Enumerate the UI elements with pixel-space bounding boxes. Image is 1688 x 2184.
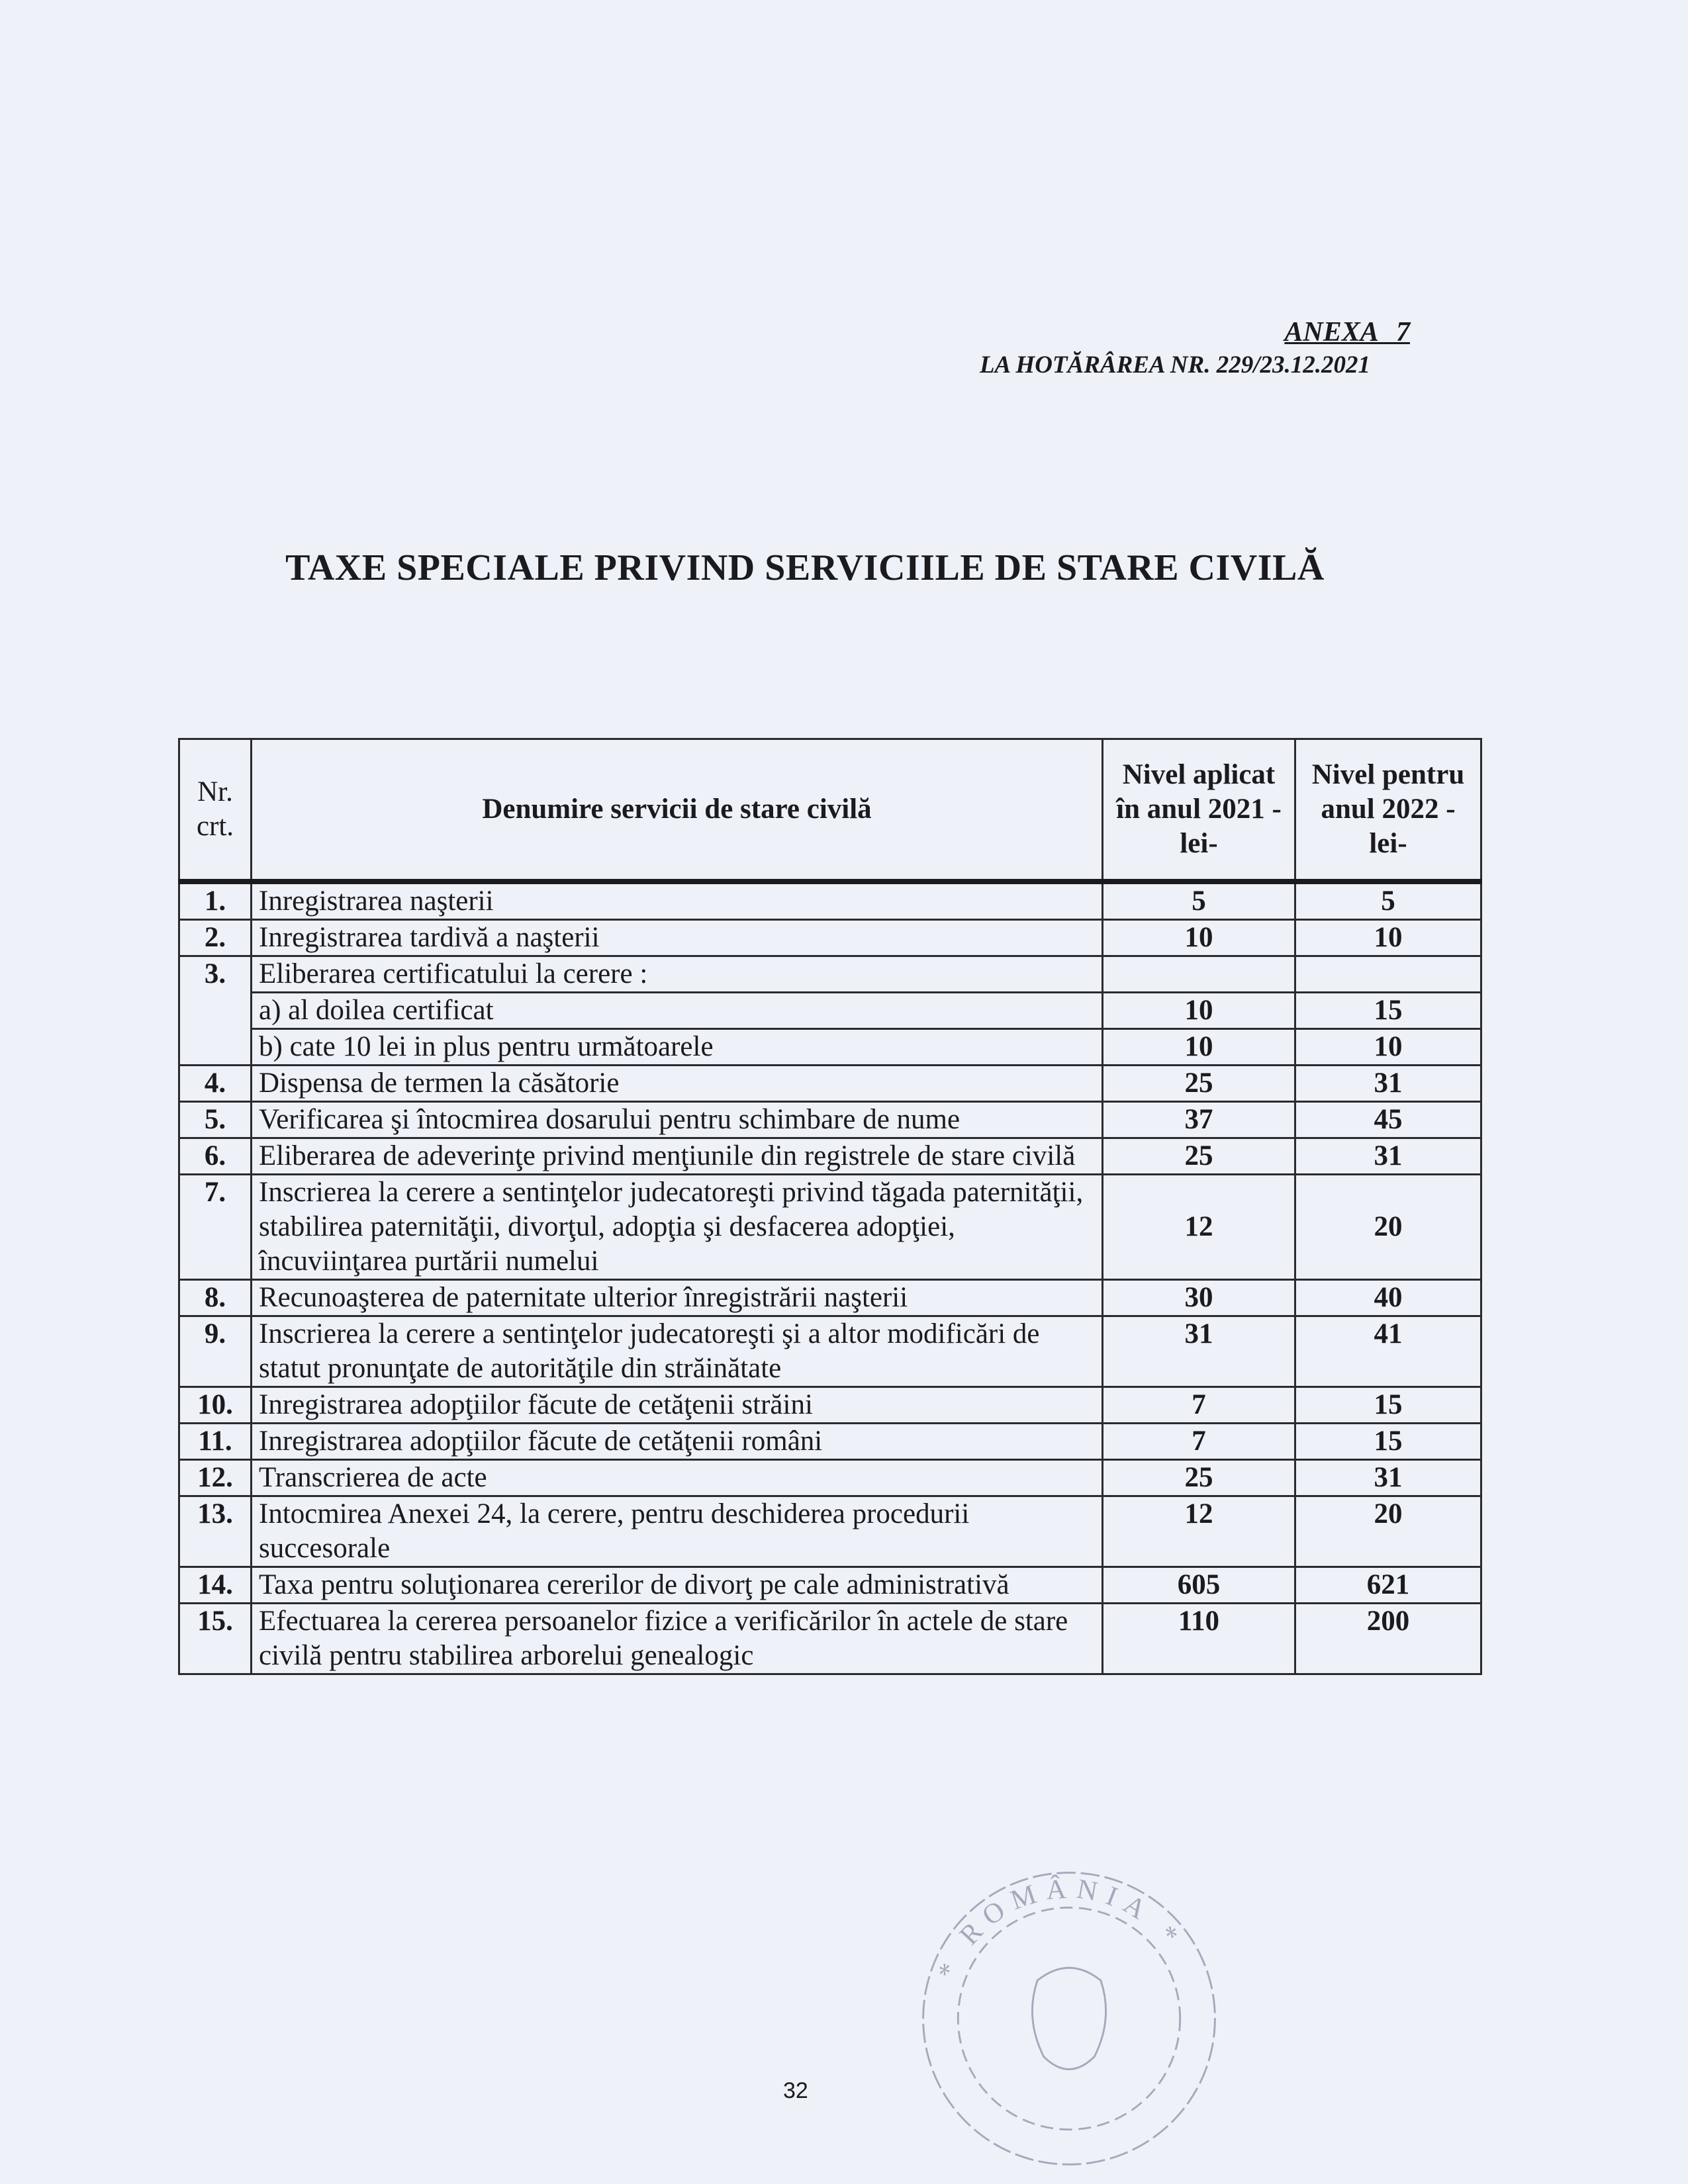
service-name: Verificarea şi întocmirea dosarului pent… — [250, 1101, 1103, 1139]
row-number: 11. — [178, 1422, 252, 1461]
fee-2022: 20 — [1294, 1173, 1482, 1281]
fee-2021: 12 — [1102, 1173, 1296, 1281]
fee-2022: 15 — [1294, 1422, 1482, 1461]
table-row: 7. Inscrierea la cerere a sentinţelor jud… — [178, 1173, 1482, 1281]
table-row: 4. Dispensa de termen la căsătorie 25 31 — [178, 1064, 1482, 1103]
fee-2021: 110 — [1102, 1602, 1296, 1675]
fee-2021: 31 — [1102, 1315, 1296, 1388]
table-row: 5. Verificarea şi întocmirea dosarului pe… — [178, 1101, 1482, 1139]
table-body: 1. Inregistrarea naşterii 5 5 2. Inregistrare… — [178, 880, 1482, 1675]
fees-table: Nr. crt. Denumire servicii de stare civi… — [178, 738, 1482, 1675]
table-row: 8. Recunoaşterea de paternitate ulterior … — [178, 1279, 1482, 1317]
header-2022: Nivel pentru anul 2022 -lei- — [1294, 738, 1482, 883]
table-row: 13. Intocmirea Anexei 24, la cerere, pent… — [178, 1495, 1482, 1568]
service-name: b) cate 10 lei in plus pentru următoarel… — [250, 1028, 1103, 1066]
service-name: Inregistrarea tardivă a naşterii — [250, 919, 1103, 957]
header-nr: Nr. crt. — [178, 738, 252, 883]
fee-2021: 10 — [1102, 919, 1296, 957]
row-number: 5. — [178, 1101, 252, 1139]
table-row: 11. Inregistrarea adopţiilor făcute de ce… — [178, 1422, 1482, 1461]
fee-2022: 200 — [1294, 1602, 1482, 1675]
fee-2022: 15 — [1294, 1386, 1482, 1424]
table-row: 6. Eliberarea de adeverinţe privind menţi… — [178, 1137, 1482, 1175]
fee-2021 — [1102, 955, 1296, 993]
fee-2021: 37 — [1102, 1101, 1296, 1139]
table-header-row: Nr. crt. Denumire servicii de stare civi… — [178, 738, 1482, 883]
header-2021: Nivel aplicat în anul 2021 -lei- — [1102, 738, 1296, 883]
official-stamp: * ROMÂNIA * — [922, 1872, 1216, 2165]
fee-2021: 605 — [1102, 1566, 1296, 1604]
fee-2021: 30 — [1102, 1279, 1296, 1317]
row-number: 4. — [178, 1064, 252, 1103]
table-row: 2. Inregistrarea tardivă a naşterii 10 10 — [178, 919, 1482, 957]
service-name: Inscrierea la cerere a sentinţelor judec… — [250, 1173, 1103, 1281]
row-number: 9. — [178, 1315, 252, 1388]
fee-2022: 31 — [1294, 1137, 1482, 1175]
fee-2022: 15 — [1294, 991, 1482, 1030]
table-subrow: a) al doilea certificat 10 15 — [179, 991, 1482, 1030]
service-name: Recunoaşterea de paternitate ulterior în… — [250, 1279, 1103, 1317]
row-number: 12. — [178, 1459, 252, 1497]
row-number: 15. — [178, 1602, 252, 1675]
fee-2021: 25 — [1102, 1137, 1296, 1175]
annex-number: ANEXA 7 — [1284, 317, 1410, 347]
service-name: Eliberarea certificatului la cerere : — [250, 955, 1103, 993]
fee-2022: 31 — [1294, 1459, 1482, 1497]
fee-2022: 10 — [1294, 919, 1482, 957]
service-name: Taxa pentru soluţionarea cererilor de di… — [250, 1566, 1103, 1604]
row-number: 6. — [178, 1137, 252, 1175]
row-number: 8. — [178, 1279, 252, 1317]
fee-2021: 5 — [1102, 880, 1296, 921]
fee-2022: 40 — [1294, 1279, 1482, 1317]
service-name: Eliberarea de adeverinţe privind menţiun… — [250, 1137, 1103, 1175]
fee-2022: 20 — [1294, 1495, 1482, 1568]
service-name: Inregistrarea naşterii — [250, 880, 1103, 921]
decision-reference: LA HOTĂRÂREA NR. 229/23.12.2021 — [979, 351, 1370, 379]
service-name: Efectuarea la cererea persoanelor fizice… — [250, 1602, 1103, 1675]
row-number: 2. — [178, 919, 252, 957]
fee-2021: 7 — [1102, 1422, 1296, 1461]
row-number: 10. — [178, 1386, 252, 1424]
fee-2022: 41 — [1294, 1315, 1482, 1388]
document-title: TAXE SPECIALE PRIVIND SERVICIILE DE STAR… — [285, 547, 1325, 588]
table-row: 10. Inregistrarea adopţiilor făcute de ce… — [178, 1386, 1482, 1424]
service-name: Inscrierea la cerere a sentinţelor judec… — [250, 1315, 1103, 1388]
fee-2021: 7 — [1102, 1386, 1296, 1424]
table-row: 15. Efectuarea la cererea persoanelor fiz… — [178, 1602, 1482, 1675]
fee-2022: 45 — [1294, 1101, 1482, 1139]
fee-2021: 12 — [1102, 1495, 1296, 1568]
service-name: a) al doilea certificat — [250, 991, 1103, 1030]
service-name: Inregistrarea adopţiilor făcute de cetăţ… — [250, 1386, 1103, 1424]
row-number: 13. — [178, 1495, 252, 1568]
fee-2022 — [1294, 955, 1482, 993]
table-row: 3. Eliberarea certificatului la cerere : — [178, 955, 1482, 1066]
table-row: 1. Inregistrarea naşterii 5 5 — [178, 880, 1482, 921]
service-name: Transcrierea de acte — [250, 1459, 1103, 1497]
table-row: 14. Taxa pentru soluţionarea cererilor de… — [178, 1566, 1482, 1604]
row-number: 7. — [178, 1173, 252, 1281]
fee-2021: 10 — [1102, 991, 1296, 1030]
row-number: 1. — [178, 880, 252, 921]
header-name: Denumire servicii de stare civilă — [250, 738, 1103, 883]
fee-2021: 25 — [1102, 1064, 1296, 1103]
table-row: 9. Inscrierea la cerere a sentinţelor jud… — [178, 1315, 1482, 1388]
service-name: Dispensa de termen la căsătorie — [250, 1064, 1103, 1103]
table-subrow: b) cate 10 lei in plus pentru următoarel… — [179, 1028, 1482, 1066]
fee-2022: 31 — [1294, 1064, 1482, 1103]
table-row: 12. Transcrierea de acte 25 31 — [178, 1459, 1482, 1497]
fee-2022: 10 — [1294, 1028, 1482, 1066]
fee-2021: 25 — [1102, 1459, 1296, 1497]
service-name: Intocmirea Anexei 24, la cerere, pentru … — [250, 1495, 1103, 1568]
page-number: 32 — [783, 2078, 808, 2103]
row-number: 3. — [178, 955, 252, 1066]
annex-header: ANEXA 7 LA HOTĂRÂREA NR. 229/23.12.2021 — [980, 316, 1410, 379]
fee-2021: 10 — [1102, 1028, 1296, 1066]
fee-2022: 5 — [1294, 880, 1482, 921]
row-number: 14. — [178, 1566, 252, 1604]
fee-2022: 621 — [1294, 1566, 1482, 1604]
service-name: Inregistrarea adopţiilor făcute de cetăţ… — [250, 1422, 1103, 1461]
